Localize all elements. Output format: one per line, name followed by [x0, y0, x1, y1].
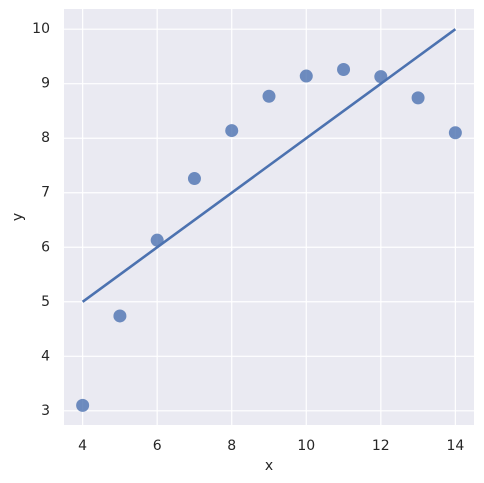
- y-tick-label: 6: [41, 239, 50, 255]
- x-tick-label: 14: [446, 438, 464, 454]
- point: [113, 309, 127, 323]
- x-tick-label: 12: [372, 438, 390, 454]
- y-tick-label: 8: [41, 130, 50, 146]
- point: [448, 126, 462, 140]
- y-tick-label: 7: [41, 185, 50, 201]
- point: [411, 91, 425, 105]
- regression-line: [81, 28, 457, 303]
- y-tick-label: 9: [41, 76, 50, 92]
- y-axis-label: y: [10, 213, 26, 221]
- plot-area: [64, 9, 474, 425]
- point: [187, 172, 201, 186]
- point: [299, 69, 313, 83]
- y-tick-label: 4: [41, 348, 50, 364]
- x-tick-label: 8: [227, 438, 236, 454]
- x-tick-label: 10: [297, 438, 315, 454]
- y-tick-label: 5: [41, 294, 50, 310]
- point: [225, 124, 239, 138]
- point: [337, 63, 351, 77]
- y-tick-label: 10: [32, 21, 50, 37]
- x-tick-label: 6: [153, 438, 162, 454]
- point: [262, 89, 276, 103]
- y-tick-label: 3: [41, 403, 50, 419]
- point: [76, 398, 90, 412]
- x-axis-label: x: [265, 458, 273, 474]
- x-tick-label: 4: [78, 438, 87, 454]
